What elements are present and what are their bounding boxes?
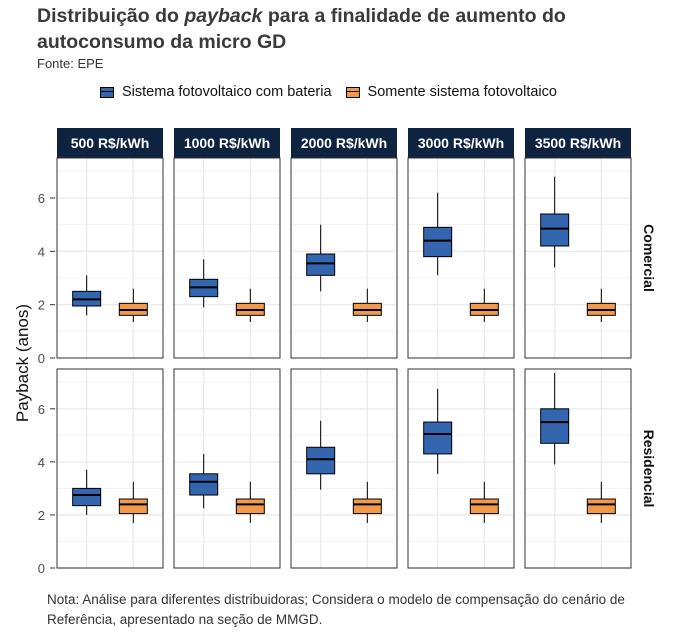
panel-border-0-1 [173, 157, 281, 359]
panel-border-1-2 [290, 368, 398, 569]
box-comercial-3-0 [423, 226, 453, 258]
legend-label-with-battery: Sistema fotovoltaico com bateria [122, 84, 332, 100]
panel-border-1-1 [173, 368, 281, 569]
facet-strip-label-1: 1000 R$/kWh [184, 135, 270, 151]
facet-strip-0 [57, 128, 163, 158]
y-tick-label-comercial-2: 4 [38, 244, 45, 259]
panel-border-0-4 [524, 157, 632, 359]
facet-strip-label-2: 2000 R$/kWh [301, 135, 387, 151]
box-comercial-2-0 [306, 253, 336, 276]
panel-border-1-4 [524, 368, 632, 569]
legend-label-pv-only: Somente sistema fotovoltaico [367, 84, 557, 100]
y-tick-label-comercial-3: 6 [38, 191, 45, 206]
chart-title: Distribuição do payback para a finalidad… [37, 3, 657, 55]
panel-border-0-2 [290, 157, 398, 359]
legend-item-with-battery: Sistema fotovoltaico com bateria [100, 84, 332, 100]
row-strip-label-residencial: Residencial [641, 430, 657, 508]
box-residencial-4-0 [540, 408, 570, 444]
chart-title-prefix: Distribuição do [37, 5, 185, 27]
legend-key-with-battery [100, 86, 114, 98]
legend-item-pv-only: Somente sistema fotovoltaico [345, 84, 557, 100]
boxplot-facet-chart: 500 R$/kWh 1000 R$/kWh 2000 R$/kWh 3000 R$/… [13, 128, 657, 576]
y-tick-label-comercial-0: 0 [38, 351, 45, 366]
legend-key-pv-only [345, 86, 360, 98]
chart-source: Fonte: EPE [37, 56, 104, 71]
panel-border-0-0 [56, 157, 164, 359]
facet-strip-label-4: 3500 R$/kWh [535, 135, 621, 151]
y-tick-label-comercial-1: 2 [38, 298, 45, 313]
box-residencial-3-0 [423, 421, 453, 455]
box-comercial-4-0 [540, 213, 570, 247]
chart-legend: Sistema fotovoltaico com bateria Somente… [100, 82, 571, 102]
box-residencial-1-0 [189, 473, 219, 496]
box-residencial-2-0 [306, 446, 336, 475]
y-tick-label-residencial-3: 6 [38, 402, 45, 417]
facet-strip-label-3: 3000 R$/kWh [418, 135, 504, 151]
chart-title-italic: payback [184, 5, 263, 27]
y-tick-label-residencial-2: 4 [38, 455, 45, 470]
box-residencial-3-1 [469, 498, 499, 515]
y-tick-label-residencial-1: 2 [38, 508, 45, 523]
row-strip-label-comercial: Comercial [641, 224, 657, 292]
facet-strip-1 [174, 128, 280, 158]
box-residencial-2-1 [352, 498, 382, 515]
box-residencial-0-0 [72, 487, 102, 507]
chart-title-suffix: para a finalidade de aumento do autocons… [37, 5, 566, 53]
panel-border-1-0 [56, 368, 164, 569]
box-residencial-4-1 [586, 498, 616, 515]
panel-border-1-3 [407, 368, 515, 569]
y-tick-label-residencial-0: 0 [38, 561, 45, 576]
facet-strip-3 [408, 128, 514, 158]
facet-strip-label-0: 500 R$/kWh [71, 135, 150, 151]
facet-strip-4 [525, 128, 631, 158]
facet-strip-2 [291, 128, 397, 158]
chart-note: Nota: Análise para diferentes distribuid… [47, 592, 625, 627]
box-residencial-0-1 [118, 498, 148, 515]
panel-border-0-3 [407, 157, 515, 359]
box-residencial-1-1 [235, 498, 265, 515]
y-axis-title: Payback (anos) [13, 304, 32, 422]
